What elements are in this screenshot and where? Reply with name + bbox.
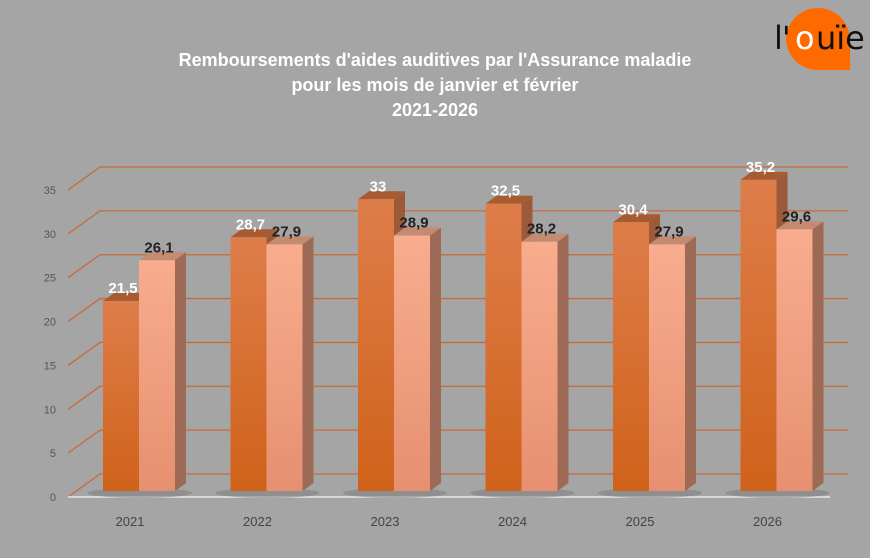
bar-side [302, 236, 314, 491]
bar-side [175, 252, 186, 491]
bar-top [613, 214, 660, 223]
data-label: 28,7 [236, 216, 265, 233]
y-tick-label: 30 [44, 229, 56, 241]
bar-top [139, 252, 186, 261]
data-label: 27,9 [272, 223, 301, 240]
bar [139, 260, 175, 491]
data-label: 28,9 [399, 215, 428, 232]
bar-top [740, 171, 788, 180]
bar [613, 222, 649, 491]
bar-top [230, 229, 278, 238]
y-tick-label: 5 [50, 448, 56, 460]
bar [649, 244, 685, 491]
svg-text:o: o [795, 19, 815, 57]
data-label: 33 [370, 178, 387, 195]
svg-text:uïe: uïe [816, 19, 865, 57]
x-tick-label: 2024 [498, 514, 527, 529]
bar [266, 244, 303, 491]
x-tick-label: 2022 [243, 514, 272, 529]
data-label: 32,5 [491, 183, 520, 200]
data-label: 26,1 [144, 239, 173, 256]
x-tick-label: 2026 [753, 514, 782, 529]
y-tick-label: 10 [44, 404, 56, 416]
y-tick-label: 25 [44, 273, 56, 285]
bar [394, 235, 430, 491]
logo-icon: l' o uïe [774, 8, 865, 70]
y-tick-label: 35 [44, 185, 56, 197]
bar-top [649, 236, 696, 245]
gridline [67, 429, 848, 454]
data-label: 27,9 [654, 223, 683, 240]
bar [230, 237, 267, 491]
gridline [67, 210, 848, 235]
data-label: 30,4 [618, 201, 648, 218]
bar-top [485, 195, 533, 204]
bar-top [103, 292, 150, 301]
bar [740, 179, 777, 491]
gridline [67, 385, 848, 410]
y-tick-label: 0 [50, 492, 56, 504]
gridline [67, 254, 848, 279]
bar [521, 241, 558, 491]
x-tick-label: 2025 [626, 514, 655, 529]
gridline [67, 473, 848, 498]
bar [776, 229, 813, 491]
bar-side [557, 233, 569, 491]
bar [358, 199, 394, 491]
data-label: 29,6 [782, 208, 811, 225]
bar-top [776, 221, 824, 230]
bar-top [394, 227, 441, 236]
gridline [67, 341, 848, 366]
bar [485, 203, 522, 491]
bar-top [358, 191, 405, 200]
bar-top [521, 233, 569, 242]
bar-side [685, 236, 696, 491]
logo: l' o uïe [772, 4, 870, 70]
gridline [67, 166, 848, 191]
y-tick-label: 15 [44, 360, 56, 372]
gridline [67, 297, 848, 323]
y-tick-label: 20 [44, 317, 56, 329]
title-line-3: 2021-2026 [391, 100, 479, 120]
title-line-1: Remboursements d'aides auditives par l'A… [178, 50, 692, 70]
data-label: 28,2 [527, 221, 556, 238]
x-tick-label: 2023 [371, 514, 400, 529]
bar [103, 300, 139, 491]
svg-text:l': l' [774, 19, 790, 57]
bar-top [266, 236, 314, 245]
x-tick-label: 2021 [116, 514, 145, 529]
title-line-2: pour les mois de janvier et février [291, 75, 579, 95]
data-label: 35,2 [746, 159, 775, 176]
data-label: 21,5 [108, 280, 137, 297]
bar-side [430, 227, 441, 492]
chart-title: Remboursements d'aides auditives par l'A… [0, 48, 870, 123]
bar-side [812, 221, 824, 491]
